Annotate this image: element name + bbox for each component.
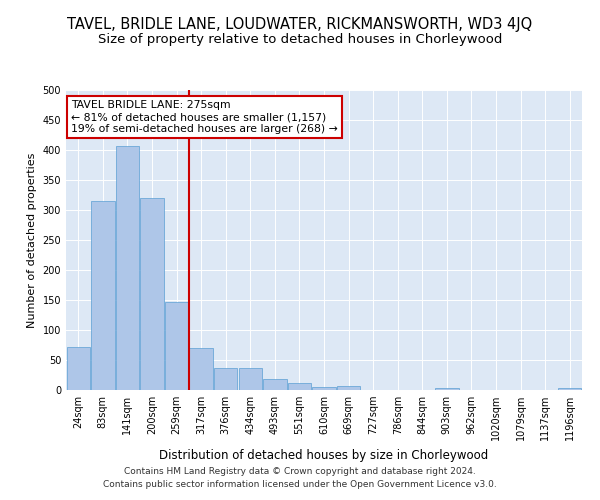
Bar xyxy=(214,368,238,390)
Text: Contains HM Land Registry data © Crown copyright and database right 2024.: Contains HM Land Registry data © Crown c… xyxy=(124,467,476,476)
Bar xyxy=(165,302,188,390)
Text: Size of property relative to detached houses in Chorleywood: Size of property relative to detached ho… xyxy=(98,32,502,46)
Bar xyxy=(67,347,90,390)
X-axis label: Distribution of detached houses by size in Chorleywood: Distribution of detached houses by size … xyxy=(160,448,488,462)
Bar xyxy=(558,388,581,390)
Text: TAVEL BRIDLE LANE: 275sqm
← 81% of detached houses are smaller (1,157)
19% of se: TAVEL BRIDLE LANE: 275sqm ← 81% of detac… xyxy=(71,100,338,134)
Bar xyxy=(435,388,458,390)
Bar xyxy=(239,368,262,390)
Y-axis label: Number of detached properties: Number of detached properties xyxy=(27,152,37,328)
Bar xyxy=(91,201,115,390)
Bar xyxy=(116,146,139,390)
Bar xyxy=(190,348,213,390)
Text: TAVEL, BRIDLE LANE, LOUDWATER, RICKMANSWORTH, WD3 4JQ: TAVEL, BRIDLE LANE, LOUDWATER, RICKMANSW… xyxy=(67,18,533,32)
Bar xyxy=(140,198,164,390)
Bar xyxy=(263,379,287,390)
Bar xyxy=(288,384,311,390)
Text: Contains public sector information licensed under the Open Government Licence v3: Contains public sector information licen… xyxy=(103,480,497,489)
Bar xyxy=(337,386,360,390)
Bar xyxy=(313,387,335,390)
